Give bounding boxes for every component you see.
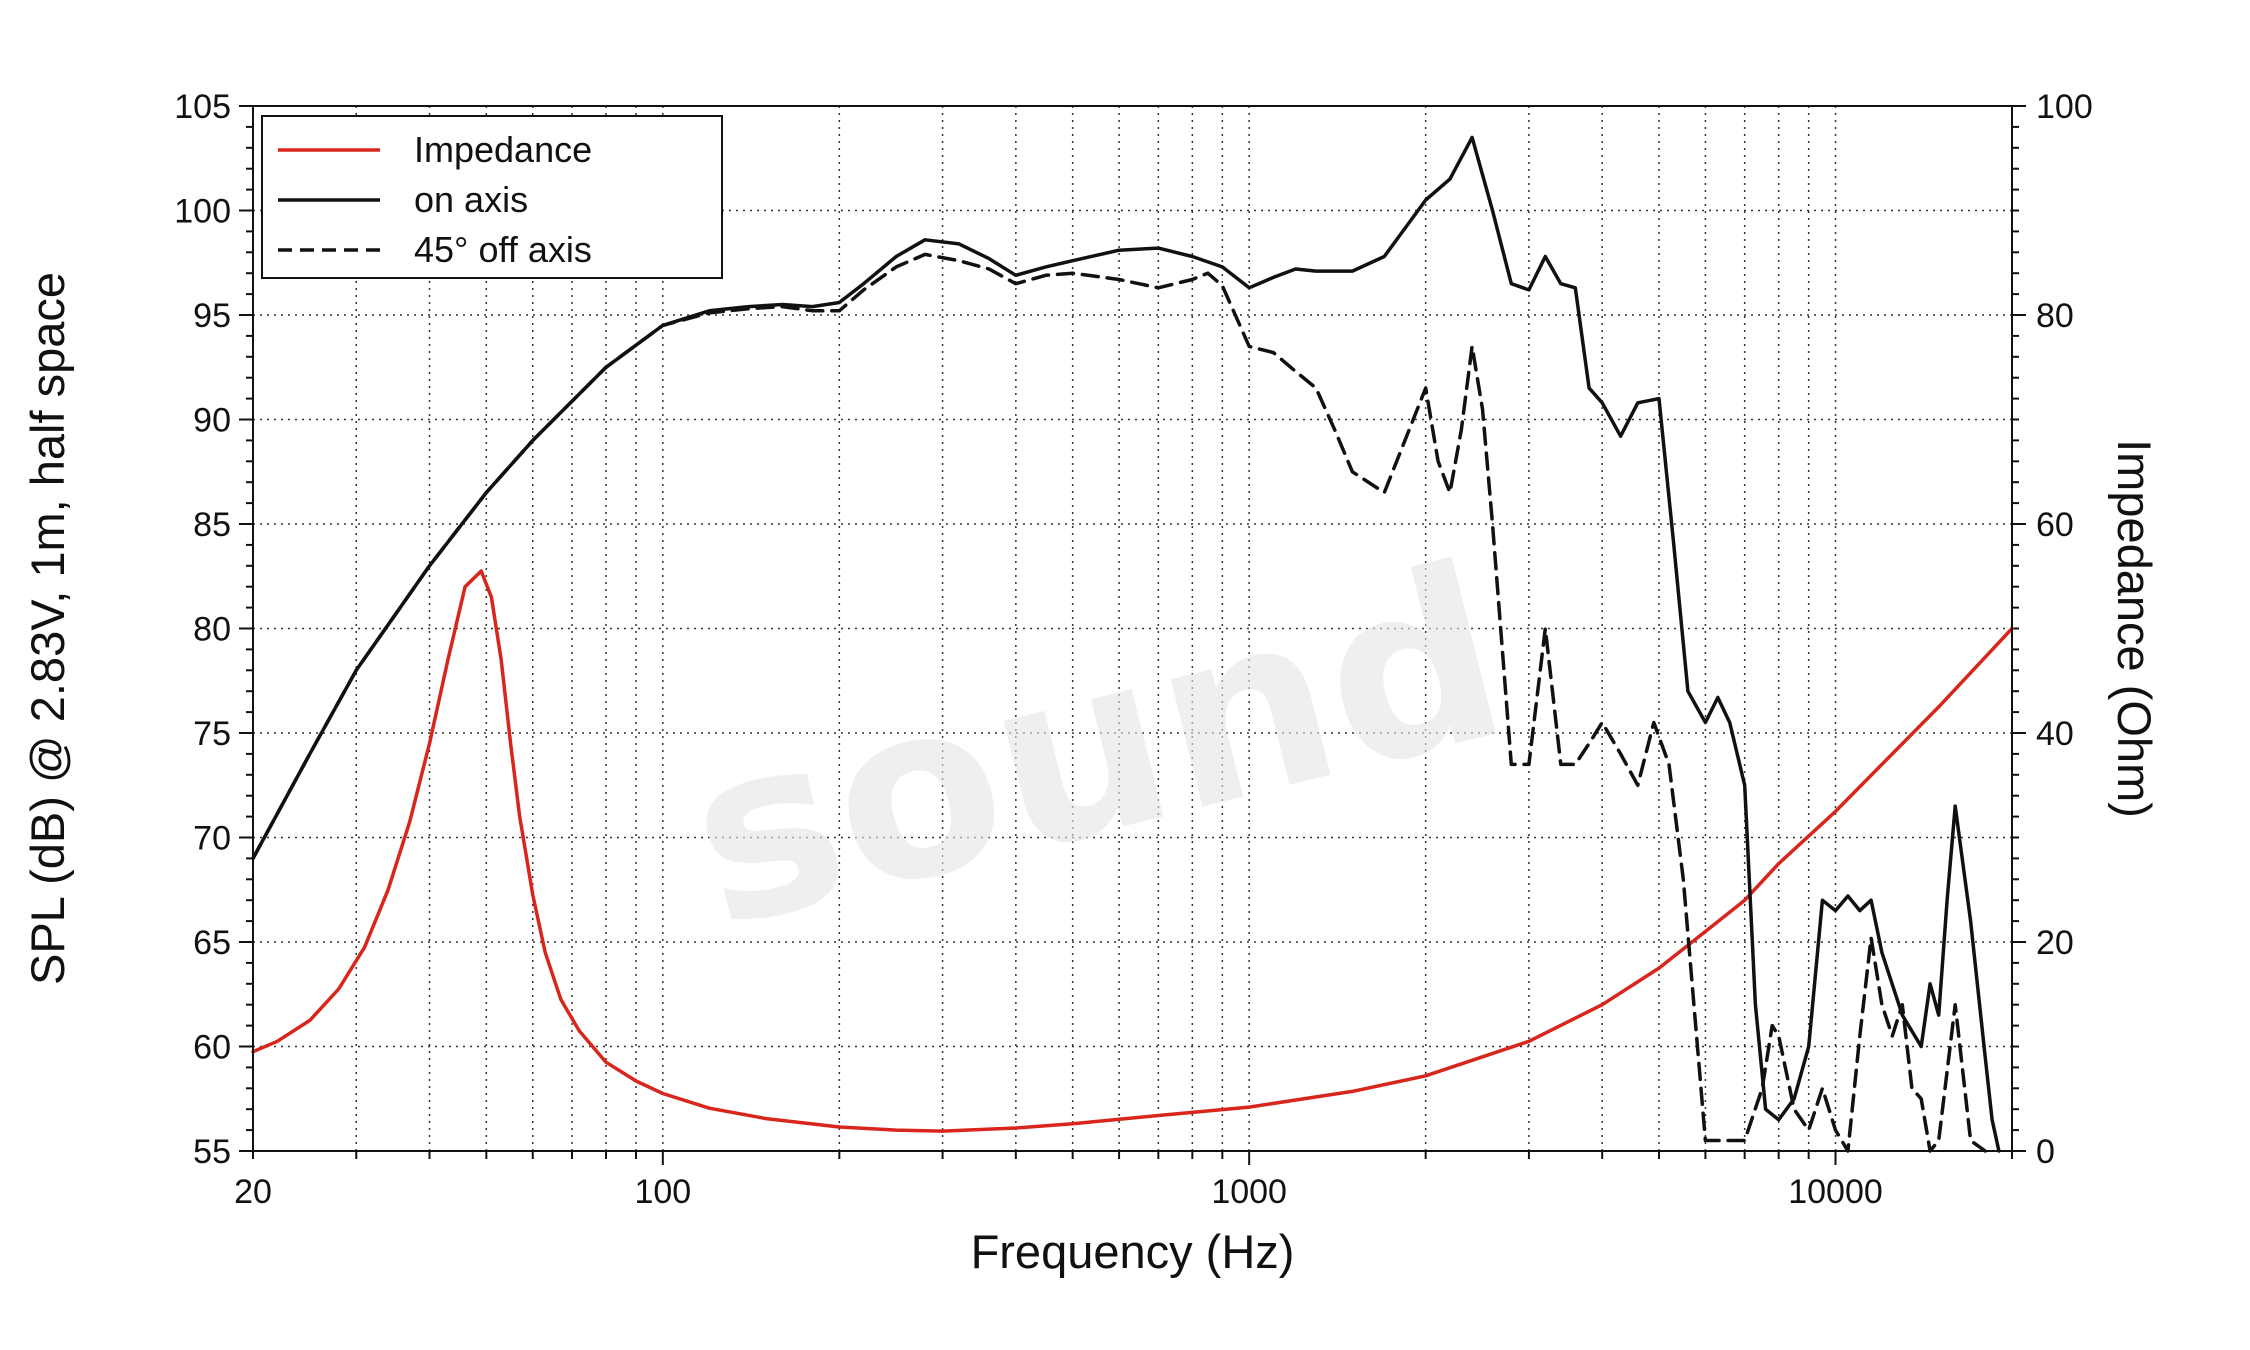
y-tick-label: 70 <box>193 820 231 858</box>
watermark: sound <box>665 512 1530 982</box>
series-line-on-axis <box>251 135 2001 1153</box>
y2-tick-label: 80 <box>2036 297 2074 335</box>
y-tick-label: 60 <box>193 1029 231 1067</box>
x-tick-label: 1000 <box>1211 1173 1287 1211</box>
y-tick-label: 75 <box>193 715 231 753</box>
series-lines <box>251 135 2014 1153</box>
y-tick-label: 95 <box>193 297 231 335</box>
legend-label-on-axis: on axis <box>414 179 528 220</box>
tick-labels: 55 60 65 70 75 80 85 90 95 100 105 0 20 40 60 80 100 20 10… <box>174 88 2092 1211</box>
y-axis-title: SPL (dB) @ 2.83V, 1m, half space <box>21 272 74 985</box>
axis-ticks <box>239 105 2026 1165</box>
y-tick-label: 65 <box>193 924 231 962</box>
series-line-impedance <box>251 569 2014 1133</box>
y-tick-label: 80 <box>193 611 231 649</box>
y-tick-label: 100 <box>174 193 231 231</box>
x-tick-label: 20 <box>234 1173 272 1211</box>
y-tick-label: 55 <box>193 1133 231 1171</box>
y-tick-label: 105 <box>174 88 231 126</box>
legend-box <box>261 115 723 279</box>
y2-tick-label: 40 <box>2036 715 2074 753</box>
y2-tick-label: 100 <box>2036 88 2093 126</box>
watermark-text: sound <box>665 512 1530 982</box>
y2-axis-title: Impedance (Ohm) <box>2108 439 2161 818</box>
x-tick-label: 100 <box>634 1173 691 1211</box>
x-tick-label: 10000 <box>1788 1173 1883 1211</box>
legend-label-impedance: Impedance <box>414 129 592 170</box>
legend: Impedance on axis 45° off axis <box>261 115 723 279</box>
x-axis-title: Frequency (Hz) <box>971 1225 1295 1278</box>
legend-label-off-axis: 45° off axis <box>414 229 592 270</box>
y2-tick-label: 0 <box>2036 1133 2055 1171</box>
y-tick-label: 90 <box>193 402 231 440</box>
y2-tick-label: 60 <box>2036 506 2074 544</box>
y-tick-label: 85 <box>193 506 231 544</box>
plot-frame <box>252 105 2013 1152</box>
series-line-off-axis <box>251 252 1987 1153</box>
y2-tick-label: 20 <box>2036 924 2074 962</box>
